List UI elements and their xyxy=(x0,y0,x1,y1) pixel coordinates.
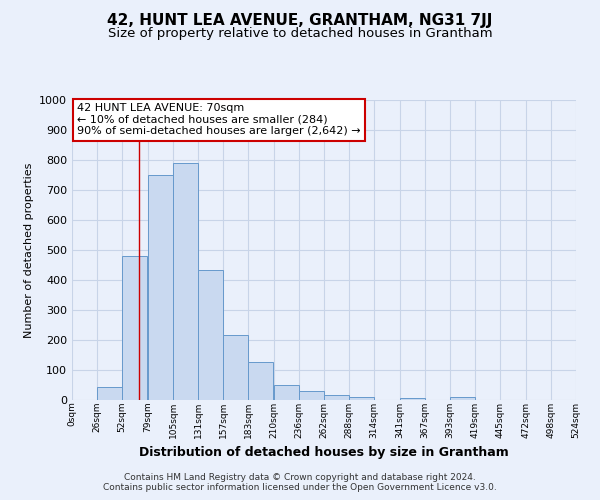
Bar xyxy=(324,394,349,400)
Bar xyxy=(122,256,147,400)
Bar xyxy=(223,335,248,400)
Bar xyxy=(299,391,324,400)
X-axis label: Distribution of detached houses by size in Grantham: Distribution of detached houses by size … xyxy=(139,446,509,459)
Bar xyxy=(248,362,273,400)
Bar xyxy=(198,270,223,400)
Y-axis label: Number of detached properties: Number of detached properties xyxy=(23,162,34,338)
Bar xyxy=(400,398,425,400)
Text: Contains HM Land Registry data © Crown copyright and database right 2024.: Contains HM Land Registry data © Crown c… xyxy=(124,472,476,482)
Text: 42 HUNT LEA AVENUE: 70sqm
← 10% of detached houses are smaller (284)
90% of semi: 42 HUNT LEA AVENUE: 70sqm ← 10% of detac… xyxy=(77,103,361,136)
Text: Size of property relative to detached houses in Grantham: Size of property relative to detached ho… xyxy=(107,28,493,40)
Bar xyxy=(97,386,122,400)
Bar xyxy=(450,397,475,400)
Bar xyxy=(274,385,299,400)
Bar xyxy=(173,163,198,400)
Bar xyxy=(349,397,374,400)
Text: 42, HUNT LEA AVENUE, GRANTHAM, NG31 7JJ: 42, HUNT LEA AVENUE, GRANTHAM, NG31 7JJ xyxy=(107,12,493,28)
Bar xyxy=(148,175,173,400)
Text: Contains public sector information licensed under the Open Government Licence v3: Contains public sector information licen… xyxy=(103,482,497,492)
